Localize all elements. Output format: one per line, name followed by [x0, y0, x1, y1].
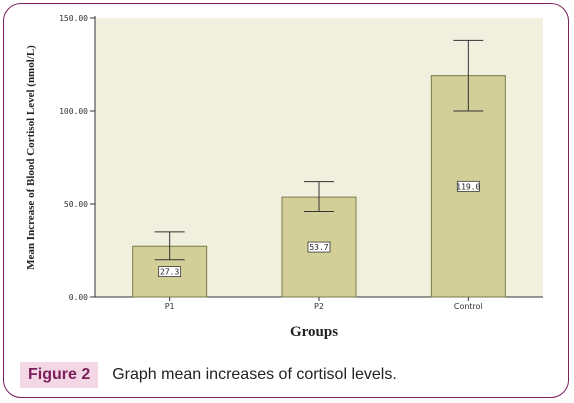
data-label: 53.7 [307, 241, 331, 253]
svg-text:53.7: 53.7 [309, 243, 328, 252]
figure-label: Figure 2 [20, 362, 99, 388]
error-bar [304, 181, 334, 212]
y-tick-label: 150.00 [59, 14, 88, 23]
y-axis-title: Mean Increase of Blood Cortisol Level (n… [25, 45, 37, 270]
x-tick-label: Control [454, 302, 483, 311]
y-ticks: 0.00 50.00 100.00 150.00 [59, 14, 95, 302]
y-tick-label: 50.00 [64, 200, 88, 209]
x-tick-label: P1 [165, 302, 175, 311]
x-tick-label: P2 [314, 302, 324, 311]
figure-caption-text: Graph mean increases of cortisol levels. [112, 366, 397, 383]
error-bar [154, 231, 185, 261]
figure-caption: Figure 2 Graph mean increases of cortiso… [20, 362, 397, 388]
y-tick-label: 0.00 [69, 293, 88, 302]
data-label: 119.0 [456, 180, 481, 192]
x-ticks: P1 P2 Control [165, 297, 483, 311]
x-axis-title: Groups [290, 324, 338, 340]
y-tick-label: 100.00 [59, 107, 88, 116]
svg-text:27.3: 27.3 [160, 268, 179, 277]
svg-text:119.0: 119.0 [456, 182, 480, 191]
error-bar [453, 39, 484, 112]
data-label: 27.3 [158, 266, 182, 278]
bars: 27.3 53.7 119.0 [132, 39, 506, 298]
